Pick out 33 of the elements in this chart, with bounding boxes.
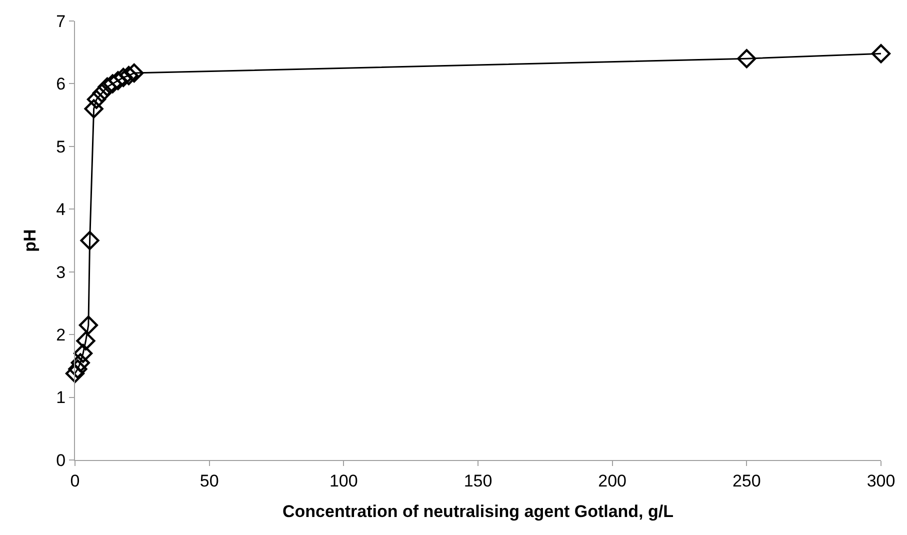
x-tick-label: 200 [598, 471, 627, 490]
point [80, 230, 100, 250]
point [92, 84, 112, 103]
point [70, 353, 90, 372]
x-tick-label: 250 [732, 471, 761, 490]
y-tick-label: 0 [56, 450, 66, 470]
x-tick-label: 300 [866, 471, 896, 490]
point [76, 331, 96, 350]
point [86, 90, 106, 109]
y-tick-label: 6 [56, 74, 66, 94]
point [65, 364, 85, 383]
x-tick-label: 50 [200, 471, 219, 490]
x-axis-title: Concentration of neutralising agent Gotland, g/L [282, 502, 674, 521]
point [871, 44, 891, 64]
y-tick-label: 2 [56, 326, 66, 345]
x-tick-label: 100 [329, 471, 358, 490]
point [119, 66, 138, 86]
point [78, 316, 98, 335]
point [74, 344, 93, 363]
point [84, 99, 104, 118]
point [68, 360, 88, 379]
y-tick-label: 3 [56, 262, 66, 282]
point [114, 68, 133, 87]
y-tick-label: 4 [56, 200, 66, 220]
y-tick-label: 5 [56, 137, 66, 156]
y-axis-title: pH [20, 229, 40, 252]
point [103, 74, 122, 94]
y-tick-label: 7 [56, 12, 66, 31]
x-tick-label: 150 [464, 471, 492, 490]
point [124, 63, 144, 83]
x-tick-label: 0 [70, 471, 80, 490]
point [737, 49, 756, 68]
y-tick-label: 1 [56, 388, 66, 408]
